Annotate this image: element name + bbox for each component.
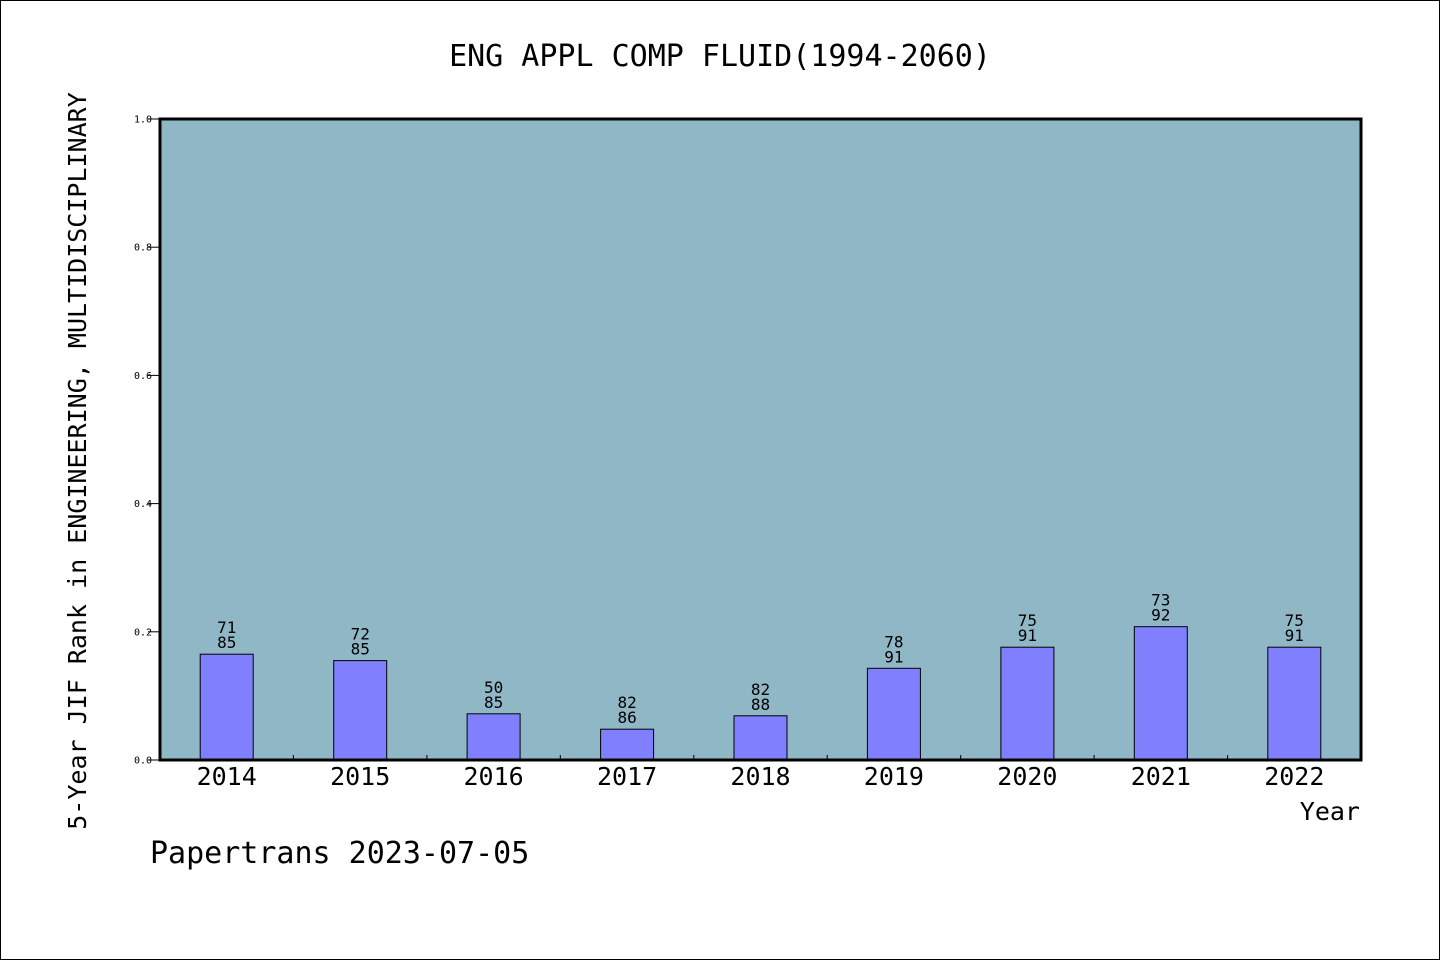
bar-label-top-2014: 71 — [217, 618, 236, 637]
bar-label-bottom-2019: 91 — [884, 647, 903, 666]
x-ticks-layer: 2014 2015 2016 2017 2018 2019 2020 2021 2022 — [197, 755, 1324, 791]
bar-2019 — [866, 667, 921, 761]
y-tick-label: 0.0 — [134, 756, 152, 767]
x-tick-label-2021: 2021 — [1131, 762, 1191, 791]
bar-2014 — [199, 653, 254, 761]
y-ticks-layer: 0.0 0.2 0.4 0.6 0.8 1.0 — [134, 115, 160, 767]
plot-border — [158, 117, 1363, 762]
x-axis-label: Year — [1300, 797, 1360, 826]
bar-label-top-2015: 72 — [351, 625, 370, 644]
bar-label-top-2020: 75 — [1018, 611, 1037, 630]
footer-text: Papertrans 2023-07-05 — [150, 836, 529, 871]
y-axis-label: 5-Year JIF Rank in ENGINEERING, MULTIDIS… — [63, 92, 92, 830]
bar-label-bottom-2016: 85 — [484, 693, 503, 712]
bar-2022 — [1267, 646, 1322, 761]
y-tick-label: 0.6 — [134, 371, 152, 382]
x-tick-label-2017: 2017 — [597, 762, 657, 791]
bar-2020 — [1000, 646, 1055, 761]
y-tick-label: 0.4 — [134, 499, 152, 510]
y-tick-label: 1.0 — [134, 115, 152, 126]
bar-label-bottom-2021: 92 — [1151, 606, 1170, 625]
bars-layer — [199, 626, 1322, 761]
x-tick-label-2016: 2016 — [463, 762, 523, 791]
bar-label-top-2021: 73 — [1151, 591, 1170, 610]
bar-label-top-2018: 82 — [751, 680, 770, 699]
chart-title: ENG APPL COMP FLUID(1994-2060) — [449, 39, 991, 74]
bar-label-bottom-2017: 86 — [617, 708, 636, 727]
bar-label-top-2017: 82 — [617, 693, 636, 712]
y-tick-label: 0.2 — [134, 627, 152, 638]
bar-label-bottom-2015: 85 — [351, 640, 370, 659]
bar-label-bottom-2014: 85 — [217, 633, 236, 652]
x-tick-label-2020: 2020 — [997, 762, 1057, 791]
bar-label-top-2022: 75 — [1285, 611, 1304, 630]
bar-label-bottom-2018: 88 — [751, 695, 770, 714]
y-tick-label: 0.8 — [134, 243, 152, 254]
bar-label-bottom-2022: 91 — [1285, 626, 1304, 645]
bar-2017 — [600, 728, 655, 761]
x-tick-label-2015: 2015 — [330, 762, 390, 791]
bar-label-top-2019: 78 — [884, 632, 903, 651]
bar-label-top-2016: 50 — [484, 678, 503, 697]
x-tick-label-2019: 2019 — [864, 762, 924, 791]
x-tick-label-2022: 2022 — [1264, 762, 1324, 791]
bar-label-bottom-2020: 91 — [1018, 626, 1037, 645]
x-tick-label-2018: 2018 — [730, 762, 790, 791]
bar-2016 — [466, 713, 521, 761]
bar-2021 — [1133, 626, 1188, 761]
bar-2015 — [333, 660, 388, 761]
x-tick-label-2014: 2014 — [197, 762, 257, 791]
bar-2018 — [733, 715, 788, 761]
